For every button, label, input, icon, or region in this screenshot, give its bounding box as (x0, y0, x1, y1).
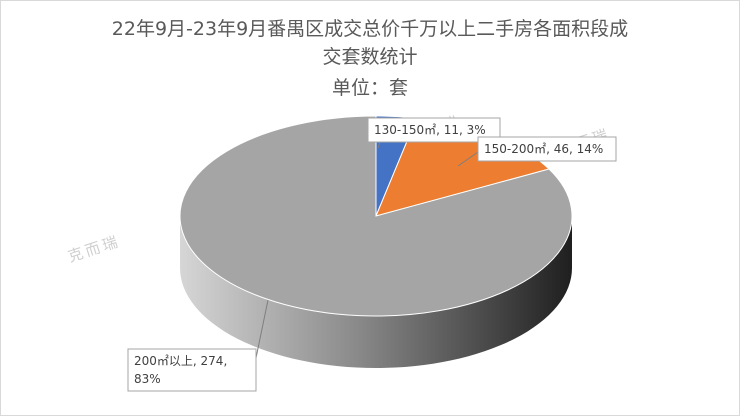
data-label-1: 150-200㎡, 46, 14% (484, 142, 603, 156)
pie-slice-2 (179, 115, 573, 317)
chart-unit-label: 单位：套 (331, 77, 408, 99)
data-label-box-1 (477, 136, 617, 162)
leader-line-0 (377, 141, 381, 149)
leader-line-2 (255, 299, 269, 359)
pie-side-wall-200-plus (180, 216, 572, 368)
data-label-box-2 (127, 348, 257, 392)
data-label-2: 200㎡以上, 274, (134, 354, 227, 368)
watermark-text: 克而瑞 (66, 232, 123, 266)
data-label-2-percent: 83% (134, 372, 161, 386)
chart-title-line-1: 22年9月-23年9月番禺区成交总价千万以上二手房各面积段成 (111, 18, 629, 40)
data-label-0: 130-150㎡, 11, 3% (374, 123, 486, 137)
leader-line-1 (457, 151, 479, 167)
chart-title-line-2: 交套数统计 (322, 46, 418, 68)
data-label-box-0 (367, 117, 501, 143)
